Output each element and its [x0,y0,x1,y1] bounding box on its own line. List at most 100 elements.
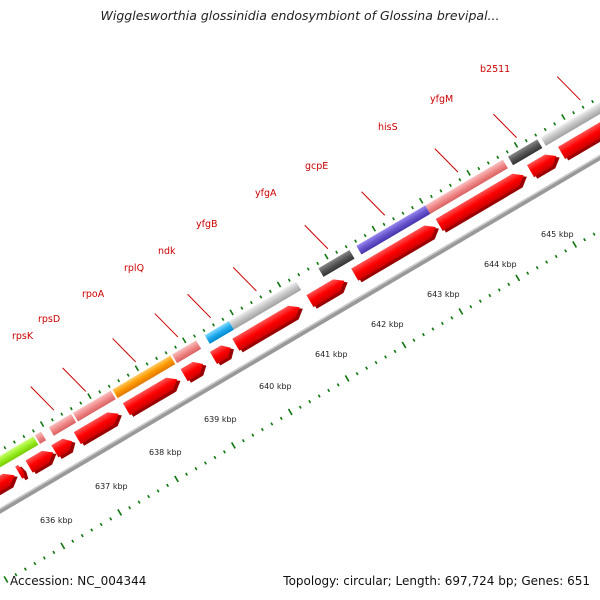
gene-rpsD[interactable] [72,390,116,422]
gene-arrow [73,412,119,445]
kbp-label-641: 641 kbp [315,350,348,359]
accession-text: Accession: NC_004344 [10,574,147,588]
gene-arrow [557,101,600,159]
outer-tick [581,105,585,109]
outer-tick [50,418,54,422]
gene-yfgB[interactable] [228,281,302,330]
scale-tick [458,308,464,315]
label-leader-line [493,113,517,138]
scale-tick [336,383,340,387]
scale-tick [204,461,207,465]
gene-pink-small[interactable] [34,431,47,444]
gene-b2511[interactable] [540,83,600,146]
outer-tick [477,166,481,171]
scale-tick [564,249,568,253]
outer-tick [211,323,215,327]
gene-lime[interactable] [0,436,39,497]
outer-tick [371,225,377,232]
gene-label-rplQ[interactable]: rplQ [124,263,144,274]
scale-tick [450,316,454,320]
gene-label-rpoA[interactable]: rpoA [82,289,105,300]
outer-tick [448,183,452,187]
outer-tick [543,127,547,132]
gene-rplQ[interactable] [171,340,202,364]
gene-ndk[interactable] [204,321,234,344]
label-leader-line [112,338,137,363]
outer-tick [382,222,386,227]
scale-tick [279,416,283,421]
scale-tick [117,509,123,516]
outer-tick [297,272,301,277]
topology-text: Topology: circular; Length: 697,724 bp; … [283,574,590,588]
genome-backbone [0,120,600,531]
scale-tick [194,466,198,471]
scale-tick [355,372,359,376]
gene-label-rpsD[interactable]: rpsD [38,314,60,325]
gene-label-rpsK[interactable]: rpsK [12,331,34,342]
gene-label-yfgB[interactable]: yfgB [196,219,218,230]
outer-tick [392,217,395,221]
scale-tick [365,366,369,370]
gene-label-hisS[interactable]: hisS [378,122,398,133]
outer-tick [229,309,234,316]
outer-tick [534,133,538,137]
gene-rpsK[interactable] [48,413,77,436]
gene-gcpE[interactable] [356,205,431,255]
scale-tick [185,472,188,476]
outer-tick [335,250,339,254]
scale-tick [384,355,387,359]
outer-tick [259,295,263,299]
scale-tick [166,483,170,488]
gene-yfgM[interactable] [507,139,543,166]
label-leader-lines [30,76,581,411]
outer-tick [524,138,528,143]
scale-tick [23,567,27,571]
gene-arrow [306,279,345,308]
scale-tick [71,539,75,543]
label-leader-line [361,191,386,216]
outer-tick [69,406,73,411]
scale-tick [497,288,501,292]
gene-arrow [526,154,557,178]
gene-label-gcpE[interactable]: gcpE [305,161,328,172]
outer-tick [363,233,367,238]
scale-tick [270,422,274,426]
track-group [0,76,600,583]
scale-tick [230,442,236,449]
kbp-label-638: 638 kbp [149,448,182,457]
outer-tick [572,111,576,115]
kbp-label-640: 640 kbp [259,382,292,391]
scale-tick [33,561,37,566]
outer-tick [561,114,566,121]
scale-tick [213,455,217,460]
outer-tick [87,393,92,400]
scale-tick [222,450,226,454]
outer-tick [117,379,121,383]
outer-tick [496,155,500,160]
scale-tick [327,388,331,393]
gene-arrow [180,361,204,382]
outer-tick [39,421,45,428]
gene-rpoA[interactable] [112,355,176,399]
outer-tick [513,141,519,148]
gene-yfgA[interactable] [318,249,355,277]
outer-tick [276,281,282,288]
scale-tick [507,282,511,287]
gene-hisS[interactable] [425,159,508,214]
label-leader-line [187,293,212,319]
scale-tick [80,533,84,538]
gene-label-yfgM[interactable]: yfgM [430,94,453,105]
outer-tick [486,161,490,165]
outer-tick [458,178,462,182]
gene-label-b2511[interactable]: b2511 [480,64,510,75]
scale-tick [174,475,179,483]
outer-tick [134,365,140,372]
gene-label-yfgA[interactable]: yfgA [255,188,277,199]
scale-tick [478,299,482,303]
gene-label-ndk[interactable]: ndk [158,246,176,257]
kbp-label-636: 636 kbp [40,516,73,525]
scale-tick [374,360,378,365]
outer-tick [164,351,168,355]
scale-tick [251,433,255,437]
